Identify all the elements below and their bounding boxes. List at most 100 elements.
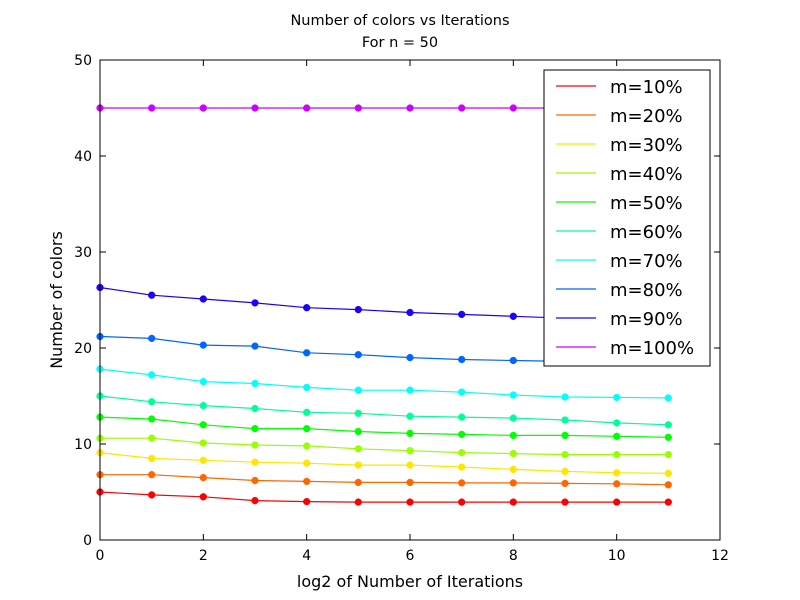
data-point xyxy=(199,401,207,410)
data-point xyxy=(251,476,259,485)
data-point xyxy=(458,498,466,506)
data-point xyxy=(509,431,517,440)
y-tick-label: 50 xyxy=(74,53,92,69)
data-point xyxy=(303,383,311,392)
legend-label: m=40% xyxy=(610,164,683,185)
data-point xyxy=(458,430,466,439)
data-point xyxy=(199,439,207,447)
data-point xyxy=(199,473,207,482)
data-point xyxy=(613,469,621,477)
x-tick-label: 12 xyxy=(711,548,729,564)
data-point xyxy=(561,467,569,476)
data-point xyxy=(199,377,207,386)
data-point xyxy=(406,461,414,469)
legend-box xyxy=(543,69,711,367)
legend-label: m=10% xyxy=(610,77,683,98)
x-axis-label: log2 of Number of Iterations xyxy=(297,572,523,591)
data-point xyxy=(148,491,156,499)
data-point xyxy=(406,308,414,317)
x-tick-label: 4 xyxy=(302,548,311,564)
data-point xyxy=(251,458,259,466)
data-point xyxy=(664,421,672,429)
data-point xyxy=(303,477,311,486)
data-point xyxy=(354,305,362,314)
data-point xyxy=(148,415,156,423)
legend-label: m=50% xyxy=(610,193,683,214)
data-point xyxy=(561,416,569,424)
data-point xyxy=(406,447,414,455)
data-point xyxy=(354,478,362,487)
y-tick-label: 20 xyxy=(74,341,92,357)
data-point xyxy=(406,104,414,112)
data-point xyxy=(613,498,621,506)
legend-label: m=70% xyxy=(610,251,683,272)
y-tick-label: 0 xyxy=(83,533,92,549)
data-point xyxy=(199,456,207,464)
data-point xyxy=(148,334,156,343)
series-line xyxy=(99,368,669,399)
data-point xyxy=(613,419,621,427)
data-point xyxy=(354,427,362,436)
data-point xyxy=(664,498,672,506)
legend-label: m=30% xyxy=(610,135,683,156)
y-axis-label: Number of colors xyxy=(47,231,66,369)
data-point xyxy=(613,393,621,402)
data-point xyxy=(199,104,207,112)
y-tick-label: 10 xyxy=(74,437,92,453)
data-point xyxy=(561,498,569,506)
x-tick-label: 10 xyxy=(608,548,626,564)
chart-title-group: Number of colors vs Iterations For n = 5… xyxy=(290,13,509,51)
series-line xyxy=(99,416,669,438)
data-point xyxy=(354,351,362,359)
data-point xyxy=(406,353,414,362)
y-tick-label: 30 xyxy=(74,245,92,261)
data-point xyxy=(354,461,362,469)
data-point xyxy=(561,393,569,401)
series-line xyxy=(100,437,669,456)
series-layer xyxy=(96,104,672,506)
data-point xyxy=(406,429,414,438)
series-m-30- xyxy=(96,448,672,477)
data-point xyxy=(509,312,517,320)
legend-label: m=20% xyxy=(610,106,683,127)
data-point xyxy=(406,386,414,394)
data-point xyxy=(303,408,311,416)
data-point xyxy=(406,412,414,420)
x-tick-label: 8 xyxy=(509,548,518,564)
data-point xyxy=(303,424,311,433)
data-point xyxy=(303,104,311,112)
data-point xyxy=(458,355,466,364)
x-axis: 0 2 4 6 8 10 12 xyxy=(96,60,729,564)
data-point xyxy=(251,424,259,433)
data-point xyxy=(561,479,569,488)
data-point xyxy=(509,356,517,365)
legend-label: m=100% xyxy=(610,338,694,359)
data-point xyxy=(561,431,569,440)
legend: m=10% m=20% m=30% m=40% m=50% m=60% m=70% m=80%… xyxy=(543,69,711,367)
data-point xyxy=(303,349,311,357)
data-point xyxy=(148,471,156,479)
data-point xyxy=(458,463,466,471)
chart-subtitle: For n = 50 xyxy=(362,35,438,51)
data-point xyxy=(354,386,362,394)
data-point xyxy=(354,409,362,417)
data-point xyxy=(148,454,156,463)
legend-label: m=60% xyxy=(610,222,683,243)
data-point xyxy=(148,434,156,442)
data-point xyxy=(458,479,466,487)
series-line xyxy=(99,452,669,474)
data-point xyxy=(251,404,259,413)
data-point xyxy=(406,498,414,506)
data-point xyxy=(458,388,466,396)
data-point xyxy=(199,295,207,303)
data-point xyxy=(303,459,311,467)
legend-label: m=90% xyxy=(610,309,683,330)
data-point xyxy=(664,469,672,477)
series-m-60- xyxy=(96,392,672,429)
data-point xyxy=(664,394,672,402)
data-point xyxy=(458,448,466,457)
series-line xyxy=(99,491,669,503)
data-point xyxy=(613,432,621,440)
plot-border xyxy=(99,59,721,541)
